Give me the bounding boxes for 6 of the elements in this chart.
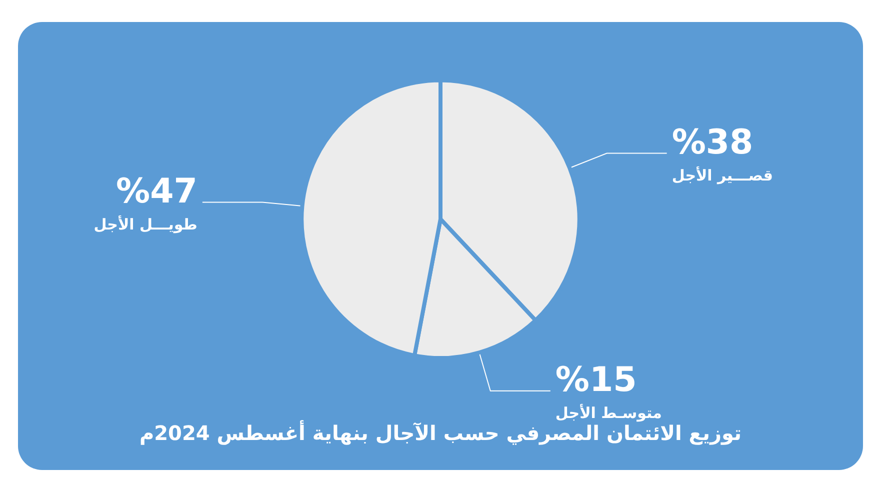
- slice-label: طويـــل الأجل: [94, 214, 198, 234]
- slice-label: قصـــير الأجل: [672, 165, 773, 184]
- data-label: %15: [555, 360, 637, 400]
- slice-label: متوسـط الأجل: [555, 402, 662, 422]
- data-label: %47: [116, 171, 198, 212]
- data-label: %38: [672, 122, 754, 162]
